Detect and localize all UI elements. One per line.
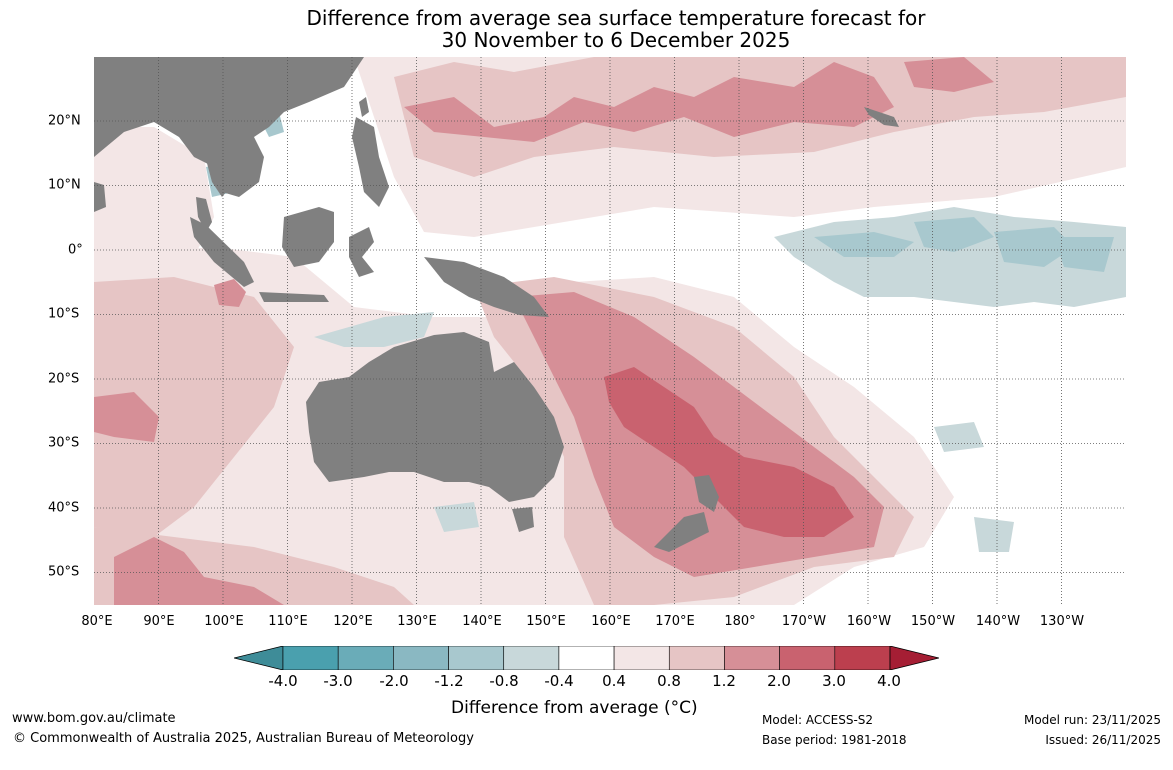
colorbar-label: 4.0	[877, 672, 901, 690]
lat-label-30s: 30°S	[48, 435, 80, 451]
map-title-line-2: 30 November to 6 December 2025	[441, 28, 791, 52]
tasmania	[512, 507, 534, 532]
borneo	[282, 207, 334, 267]
cool-anomaly-regions	[206, 112, 1126, 552]
colorbar	[234, 646, 939, 670]
colorbar-label: -0.8	[489, 672, 519, 690]
model-name: Model: ACCESS-S2	[762, 713, 874, 727]
colorbar-label: 1.2	[712, 672, 736, 690]
land-masses	[94, 57, 899, 552]
lon-label-80e: 80°E	[81, 614, 113, 629]
new-zealand-south	[654, 512, 709, 552]
graticule	[94, 57, 1126, 605]
cool-spot-east-pacific	[934, 422, 984, 452]
lon-label-160w: 160°W	[846, 614, 892, 629]
map-title-line-1: Difference from average sea surface temp…	[306, 6, 926, 30]
sulawesi	[349, 227, 374, 277]
sri-lanka	[94, 182, 106, 212]
colorbar-segment	[337, 646, 394, 670]
base-period: Base period: 1981-2018	[762, 733, 907, 747]
colorbar-label: 2.0	[767, 672, 791, 690]
cool-spot-southeast	[974, 517, 1014, 552]
colorbar-segment	[558, 646, 615, 670]
sst-anomaly-map	[94, 57, 1126, 605]
lon-label-100e: 100°E	[204, 614, 244, 629]
colorbar-segment	[668, 646, 725, 670]
strong-warm-tasman	[604, 367, 854, 537]
warm-core-west-indian	[94, 392, 159, 442]
warm-core-north-2	[904, 57, 994, 92]
sumatra	[190, 217, 254, 287]
colorbar-segment	[282, 646, 339, 670]
issued-date: Issued: 26/11/2025	[1045, 733, 1161, 747]
colorbar-segment	[613, 646, 670, 670]
copyright-notice: © Commonwealth of Australia 2025, Austra…	[13, 731, 474, 746]
lat-label-50s: 50°S	[48, 564, 80, 580]
lat-label-0: 0°	[68, 242, 83, 258]
lon-label-160e: 160°E	[591, 614, 631, 629]
lon-label-170e: 170°E	[655, 614, 695, 629]
colorbar-label: -3.0	[323, 672, 353, 690]
java	[259, 292, 329, 302]
lat-label-20s: 20°S	[48, 371, 80, 387]
colorbar-label: 0.4	[602, 672, 626, 690]
colorbar-segment	[779, 646, 836, 670]
colorbar-label: 0.8	[657, 672, 681, 690]
lon-label-180: 180°	[724, 614, 756, 629]
warm-spot-timor	[214, 279, 246, 307]
colorbar-label: -2.0	[379, 672, 409, 690]
cool-core-equatorial-1	[814, 232, 914, 257]
lon-label-140w: 140°W	[975, 614, 1021, 629]
lon-label-150e: 150°E	[526, 614, 566, 629]
malay-peninsula	[196, 197, 212, 232]
lat-label-10n: 10°N	[48, 177, 81, 193]
colorbar-extend-low	[234, 646, 284, 670]
warm-core-southwest	[114, 537, 284, 605]
lon-label-120e: 120°E	[333, 614, 373, 629]
new-zealand-north	[694, 475, 719, 512]
lat-label-40s: 40°S	[48, 500, 80, 516]
colorbar-segment	[393, 646, 449, 670]
lon-label-130e: 130°E	[397, 614, 437, 629]
taiwan	[359, 97, 369, 117]
colorbar-title: Difference from average (°C)	[451, 698, 698, 718]
cool-core-equatorial-2	[914, 217, 994, 252]
cool-spot-arafura	[314, 312, 434, 347]
asia-landmass	[94, 57, 364, 197]
colorbar-label: -1.2	[434, 672, 464, 690]
website-link[interactable]: www.bom.gov.au/climate	[12, 711, 176, 726]
colorbar-segment	[724, 646, 780, 670]
lon-label-110e: 110°E	[268, 614, 308, 629]
lon-label-90e: 90°E	[143, 614, 175, 629]
light-warm-band-west	[94, 127, 214, 267]
cool-spot-south-indian	[434, 502, 479, 532]
colorbar-label: -0.4	[544, 672, 574, 690]
moderate-warm-south	[94, 277, 294, 537]
lon-label-170w: 170°W	[781, 614, 827, 629]
lon-label-150w: 150°W	[910, 614, 956, 629]
hawaii	[864, 107, 899, 127]
warm-core-north-1	[404, 62, 894, 142]
colorbar-label: 3.0	[822, 672, 846, 690]
lat-label-20n: 20°N	[48, 113, 81, 129]
colorbar-segment	[448, 646, 505, 670]
lon-label-140e: 140°E	[462, 614, 502, 629]
philippines	[352, 117, 389, 207]
warm-anomaly-regions	[94, 57, 1126, 605]
colorbar-extend-high	[889, 646, 939, 670]
lat-label-10s: 10°S	[48, 306, 80, 322]
cool-core-equatorial-4	[1054, 237, 1114, 272]
australia	[306, 332, 564, 502]
colorbar-segment	[503, 646, 560, 670]
colorbar-segment	[834, 646, 891, 670]
lon-label-130w: 130°W	[1039, 614, 1085, 629]
colorbar-label: -4.0	[268, 672, 298, 690]
new-guinea	[424, 257, 549, 317]
model-run-date: Model run: 23/11/2025	[1023, 713, 1161, 727]
